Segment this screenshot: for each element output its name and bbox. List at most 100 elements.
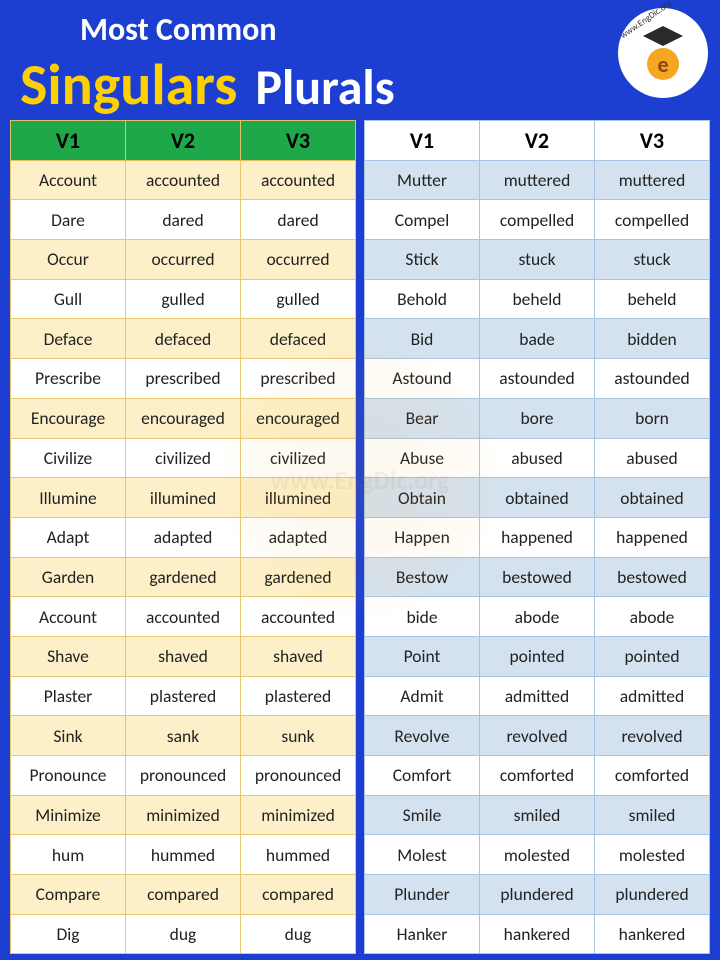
table-cell: bore [480,398,595,438]
table-row: Beholdbeheldbeheld [365,279,710,319]
table-cell: shaved [241,636,356,676]
table-row: Daredareddared [11,200,356,240]
table-row: humhummedhummed [11,835,356,875]
table-cell: shaved [126,636,241,676]
table-cell: defaced [241,319,356,359]
table-row: Digdugdug [11,914,356,954]
title-plurals: Plurals [255,57,394,118]
table-cell: Prescribe [11,359,126,399]
table-cell: civilized [241,438,356,478]
table-cell: pointed [480,636,595,676]
table-cell: occurred [126,240,241,280]
table-cell: pronounced [241,756,356,796]
left-col-header: V3 [241,121,356,161]
table-cell: prescribed [241,359,356,399]
table-cell: revolved [595,716,710,756]
table-cell: illumined [126,478,241,518]
table-cell: Mutter [365,160,480,200]
table-cell: Hanker [365,914,480,954]
table-cell: hankered [595,914,710,954]
title-singulars: Singulars [20,49,237,120]
table-cell: Plunder [365,875,480,915]
table-cell: beheld [595,279,710,319]
table-cell: Dare [11,200,126,240]
table-row: Encourageencouragedencouraged [11,398,356,438]
table-row: Prescribeprescribedprescribed [11,359,356,399]
table-cell: comforted [480,756,595,796]
table-cell: Point [365,636,480,676]
table-cell: gardened [241,557,356,597]
table-row: Minimizeminimizedminimized [11,795,356,835]
table-cell: Pronounce [11,756,126,796]
table-row: Hankerhankeredhankered [365,914,710,954]
table-cell: accounted [241,597,356,637]
table-cell: hankered [480,914,595,954]
table-cell: Compel [365,200,480,240]
table-row: Muttermutteredmuttered [365,160,710,200]
table-cell: Happen [365,517,480,557]
table-row: Comparecomparedcompared [11,875,356,915]
table-row: Civilizecivilizedcivilized [11,438,356,478]
table-cell: obtained [595,478,710,518]
table-cell: Gull [11,279,126,319]
table-cell: Molest [365,835,480,875]
table-cell: Stick [365,240,480,280]
table-cell: dug [126,914,241,954]
table-cell: dug [241,914,356,954]
table-cell: bide [365,597,480,637]
table-cell: plundered [480,875,595,915]
table-cell: plastered [126,676,241,716]
table-cell: Garden [11,557,126,597]
table-cell: accounted [126,597,241,637]
table-cell: Revolve [365,716,480,756]
table-cell: gulled [241,279,356,319]
table-cell: abode [595,597,710,637]
table-cell: muttered [595,160,710,200]
table-cell: abode [480,597,595,637]
left-col-header: V2 [126,121,241,161]
right-col-header: V2 [480,121,595,161]
table-row: Shaveshavedshaved [11,636,356,676]
table-cell: Civilize [11,438,126,478]
table-cell: Bid [365,319,480,359]
table-row: Adaptadaptedadapted [11,517,356,557]
table-row: Accountaccountedaccounted [11,160,356,200]
table-cell: Behold [365,279,480,319]
table-row: Obtainobtainedobtained [365,478,710,518]
table-cell: compared [241,875,356,915]
table-cell: compelled [480,200,595,240]
table-cell: Admit [365,676,480,716]
table-cell: Adapt [11,517,126,557]
table-row: Molestmolestedmolested [365,835,710,875]
table-row: Abuseabusedabused [365,438,710,478]
table-cell: dared [241,200,356,240]
table-cell: Shave [11,636,126,676]
table-cell: muttered [480,160,595,200]
table-cell: Illumine [11,478,126,518]
table-cell: hummed [126,835,241,875]
table-cell: Minimize [11,795,126,835]
table-cell: obtained [480,478,595,518]
table-cell: civilized [126,438,241,478]
table-cell: admitted [595,676,710,716]
table-cell: smiled [480,795,595,835]
table-cell: accounted [241,160,356,200]
table-cell: Deface [11,319,126,359]
right-col-header: V1 [365,121,480,161]
table-cell: illumined [241,478,356,518]
table-cell: Astound [365,359,480,399]
table-row: Astoundastoundedastounded [365,359,710,399]
table-cell: beheld [480,279,595,319]
logo-letter: e [647,48,679,80]
table-row: Gardengardenedgardened [11,557,356,597]
table-cell: revolved [480,716,595,756]
table-cell: bidden [595,319,710,359]
table-cell: plundered [595,875,710,915]
table-cell: encouraged [126,398,241,438]
table-cell: Smile [365,795,480,835]
table-row: Stickstuckstuck [365,240,710,280]
table-row: Happenhappenedhappened [365,517,710,557]
table-cell: Compare [11,875,126,915]
table-cell: astounded [480,359,595,399]
header: Most Common Singulars Plurals www.EngDic… [0,0,720,120]
